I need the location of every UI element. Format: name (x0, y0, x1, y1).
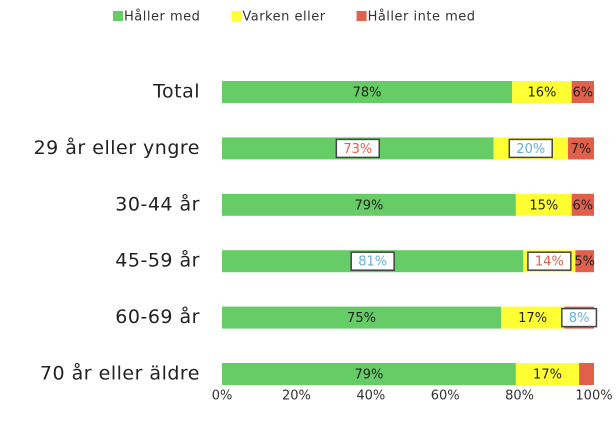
bar-segment (567, 137, 594, 160)
bar-segment (222, 306, 501, 329)
x-tick-label: 80% (505, 389, 534, 404)
legend-label: Håller inte med (368, 10, 476, 25)
value-label: 14% (535, 255, 564, 270)
legend-label: Varken eller (242, 10, 325, 25)
category-label: 70 år eller äldre (40, 362, 200, 385)
bar-segment (501, 306, 565, 329)
category-label: 60-69 år (115, 305, 200, 328)
legend-swatch (356, 11, 367, 21)
x-tick-label: 100% (575, 389, 612, 404)
value-label: 75% (347, 311, 376, 326)
value-label: 6% (573, 86, 594, 101)
bar-segment (515, 193, 572, 216)
x-tick-label: 0% (212, 389, 233, 404)
highlight-box (335, 138, 380, 159)
category-label: 29 år eller yngre (34, 136, 200, 159)
bar-segment (222, 81, 513, 103)
value-label: 79% (354, 198, 383, 213)
bar-segment (571, 193, 594, 216)
highlight-box (508, 138, 553, 159)
highlight-box (350, 251, 395, 271)
value-label: 20% (516, 142, 545, 157)
category-label: Total (152, 81, 200, 103)
bar-segment (579, 363, 594, 385)
legend-label: Håller med (124, 10, 200, 25)
x-tick-label: 40% (356, 389, 385, 404)
bar-segment (575, 250, 594, 273)
bar-segment (222, 363, 516, 385)
category-label: 30-44 år (115, 192, 200, 215)
legend-swatch (231, 11, 242, 21)
bar-segment (222, 193, 516, 216)
value-label: 78% (353, 86, 382, 101)
value-label: 6% (573, 198, 594, 213)
x-tick-label: 20% (282, 389, 311, 404)
value-label: 5% (574, 255, 595, 270)
value-label: 17% (533, 368, 562, 383)
x-tick-label: 60% (431, 389, 460, 404)
highlight-box (527, 251, 572, 271)
value-label: 73% (343, 142, 372, 157)
value-label: 81% (358, 255, 387, 270)
bar-segment (571, 81, 594, 103)
highlight-box (561, 307, 598, 328)
bar-segment (515, 363, 580, 385)
value-label: 16% (527, 86, 556, 101)
value-label: 17% (518, 311, 547, 326)
category-label: 45-59 år (115, 249, 200, 272)
value-label: 15% (529, 198, 558, 213)
value-label: 79% (354, 368, 383, 383)
value-label: 8% (569, 311, 590, 326)
value-label: 7% (571, 142, 592, 157)
bar-segment (512, 81, 572, 103)
legend-swatch (113, 11, 123, 21)
